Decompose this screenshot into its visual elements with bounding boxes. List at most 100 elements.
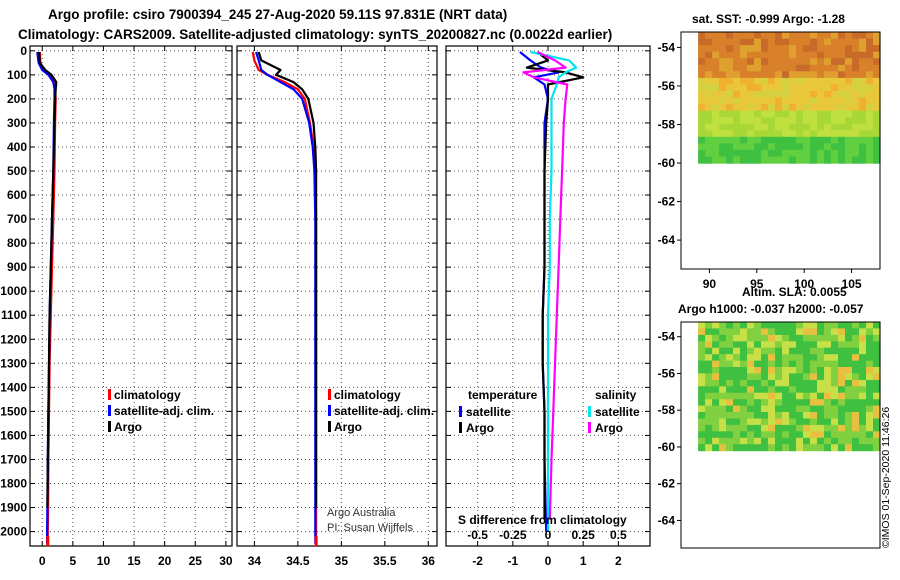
sst-cell xyxy=(838,64,846,72)
sla-cell xyxy=(789,334,797,342)
sla-cell xyxy=(810,322,818,329)
sla-cell xyxy=(733,341,741,349)
sla-cell xyxy=(775,437,783,445)
sla-cell xyxy=(705,405,713,413)
sst-cell xyxy=(747,58,755,66)
sla-cell xyxy=(859,405,867,413)
sst-cell xyxy=(859,156,867,164)
sst-cell xyxy=(838,32,846,40)
sla-cell xyxy=(719,328,727,336)
sla-cell xyxy=(796,412,804,419)
sst-cell xyxy=(803,110,811,118)
sst-cell xyxy=(740,143,748,151)
sst-cell xyxy=(712,117,720,125)
sla-cell xyxy=(733,354,741,362)
sla-cell xyxy=(796,354,804,362)
sst-cell xyxy=(733,45,741,53)
diff-x-tick-label: -2 xyxy=(472,554,483,568)
sla-cell xyxy=(824,322,832,329)
sla-cell xyxy=(817,412,825,419)
sla-cell xyxy=(838,405,846,413)
sla-cell xyxy=(866,360,874,368)
sst-cell xyxy=(733,104,741,112)
sla-cell xyxy=(775,347,783,355)
sst-cell xyxy=(719,51,727,59)
sla-cell xyxy=(761,367,769,374)
sla-cell xyxy=(754,328,762,336)
sst-cell xyxy=(698,91,706,99)
sst-cell xyxy=(824,32,832,40)
sst-cell xyxy=(810,104,818,112)
sst-cell xyxy=(712,84,720,92)
sla-cell xyxy=(845,431,853,439)
sst-cell xyxy=(698,64,706,72)
sst-cell xyxy=(866,104,874,112)
sla-cell xyxy=(866,379,874,387)
sst-cell xyxy=(719,110,727,118)
sst-cell xyxy=(859,77,867,86)
sst-cell xyxy=(789,38,797,46)
sst-cell xyxy=(705,110,713,118)
sla-cell xyxy=(824,424,832,432)
sst-cell xyxy=(817,77,825,86)
sla-cell xyxy=(782,322,790,329)
sla-cell xyxy=(782,399,790,407)
temp-legend-label: satellite-adj. clim. xyxy=(114,404,214,418)
sal-legend-label: climatology xyxy=(334,388,401,402)
sla-cell xyxy=(852,379,860,387)
sla-cell xyxy=(754,322,762,329)
sst-cell xyxy=(733,71,741,79)
sst-cell xyxy=(733,58,741,66)
sla-cell xyxy=(810,412,818,419)
sst-cell xyxy=(873,91,881,99)
sla-cell xyxy=(761,431,769,439)
sst-cell xyxy=(747,143,755,151)
sla-cell xyxy=(852,334,860,342)
sla-cell xyxy=(768,399,776,407)
sst-cell xyxy=(859,136,867,144)
y-tick-label: 1100 xyxy=(1,308,27,322)
sst-cell xyxy=(838,38,846,46)
sst-cell xyxy=(733,51,741,59)
sla-cell xyxy=(859,373,867,381)
chart-title-line1: Argo profile: csiro 7900394_245 27-Aug-2… xyxy=(48,7,508,22)
sla-y-tick-label: -62 xyxy=(658,477,676,491)
sla-cell xyxy=(782,424,790,432)
sla-cell xyxy=(761,360,769,368)
sal-x-tick-label: 36 xyxy=(422,554,436,568)
sst-cell xyxy=(824,64,832,72)
sst-cell xyxy=(866,45,874,53)
sla-cell xyxy=(712,431,720,439)
sla-cell xyxy=(817,431,825,439)
sst-cell xyxy=(775,143,783,151)
sst-cell xyxy=(831,156,839,164)
sla-cell xyxy=(810,424,818,432)
sla-cell xyxy=(775,412,783,419)
chart-title-line2: Climatology: CARS2009. Satellite-adjuste… xyxy=(18,27,613,42)
sla-cell xyxy=(733,334,741,342)
sla-cell xyxy=(719,341,727,349)
sla-cell xyxy=(712,347,720,355)
sla-cell xyxy=(705,373,713,381)
sst-cell xyxy=(754,84,762,92)
sla-cell xyxy=(873,341,881,349)
sst-cell xyxy=(698,136,706,144)
sla-cell xyxy=(768,405,776,413)
sla-cell xyxy=(817,354,825,362)
sst-cell xyxy=(859,149,867,158)
sla-cell xyxy=(845,373,853,381)
sst-cell xyxy=(698,77,706,86)
sst-cell xyxy=(719,84,727,92)
sla-cell xyxy=(852,444,860,452)
sla-cell xyxy=(789,347,797,355)
y-tick-label: 700 xyxy=(7,212,27,226)
sst-cell xyxy=(859,123,867,131)
sla-cell xyxy=(789,354,797,362)
sst-cell xyxy=(803,91,811,99)
sst-cell xyxy=(824,130,832,138)
sla-cell xyxy=(803,354,811,362)
sst-cell xyxy=(789,58,797,66)
sst-cell xyxy=(726,45,734,53)
sst-cell xyxy=(768,51,776,59)
sst-cell xyxy=(761,136,769,144)
